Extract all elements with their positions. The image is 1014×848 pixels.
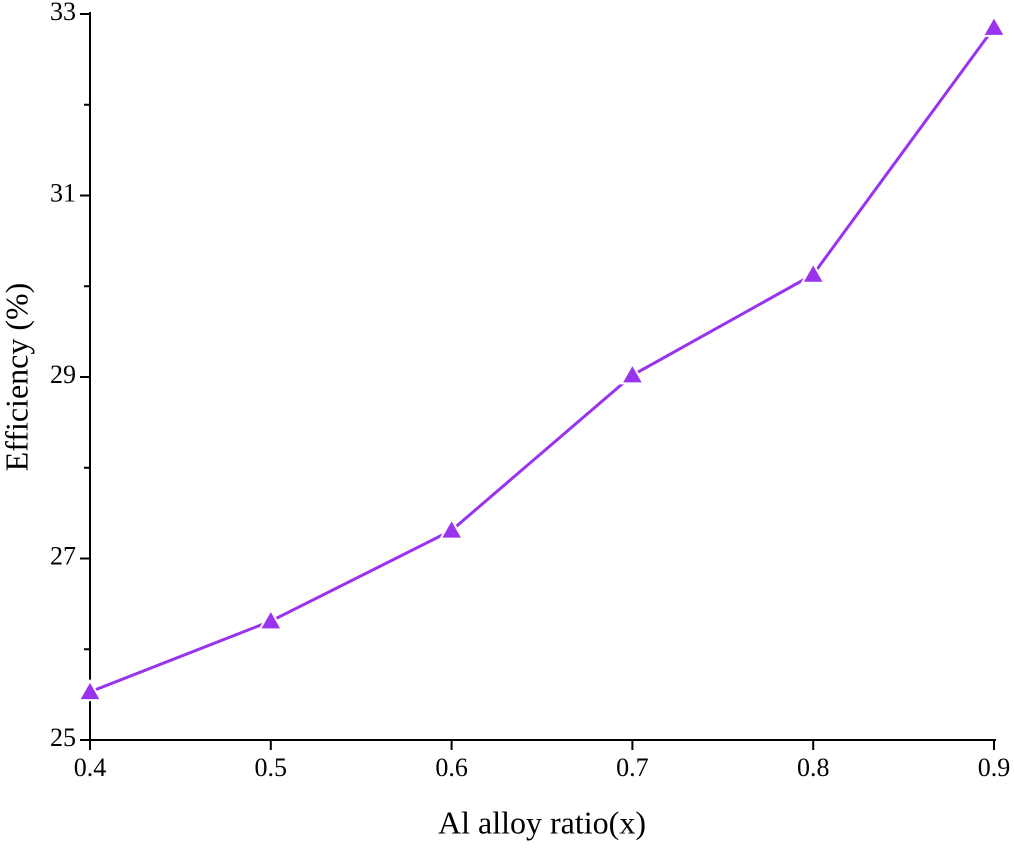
x-tick-label: 0.8 [797,753,830,782]
y-tick-label: 33 [50,0,76,26]
marker [438,517,465,540]
y-tick-label: 29 [50,360,76,389]
x-tick-label: 0.7 [616,753,649,782]
y-tick-label: 27 [50,541,76,570]
series-line [89,26,996,694]
marker [77,678,103,702]
x-tick-label: 0.5 [255,753,288,782]
marker [619,362,646,385]
marker [258,608,284,631]
y-tick-label: 31 [50,178,76,207]
x-tick-label: 0.9 [978,753,1011,782]
x-axis-title: Al alloy ratio(x) [438,804,646,840]
marker [981,14,1007,37]
marker [800,261,826,284]
y-axis-title: Efficiency (%) [0,283,34,472]
x-tick-label: 0.4 [74,753,107,782]
x-tick-label: 0.6 [435,753,468,782]
y-tick-label: 25 [50,723,76,752]
